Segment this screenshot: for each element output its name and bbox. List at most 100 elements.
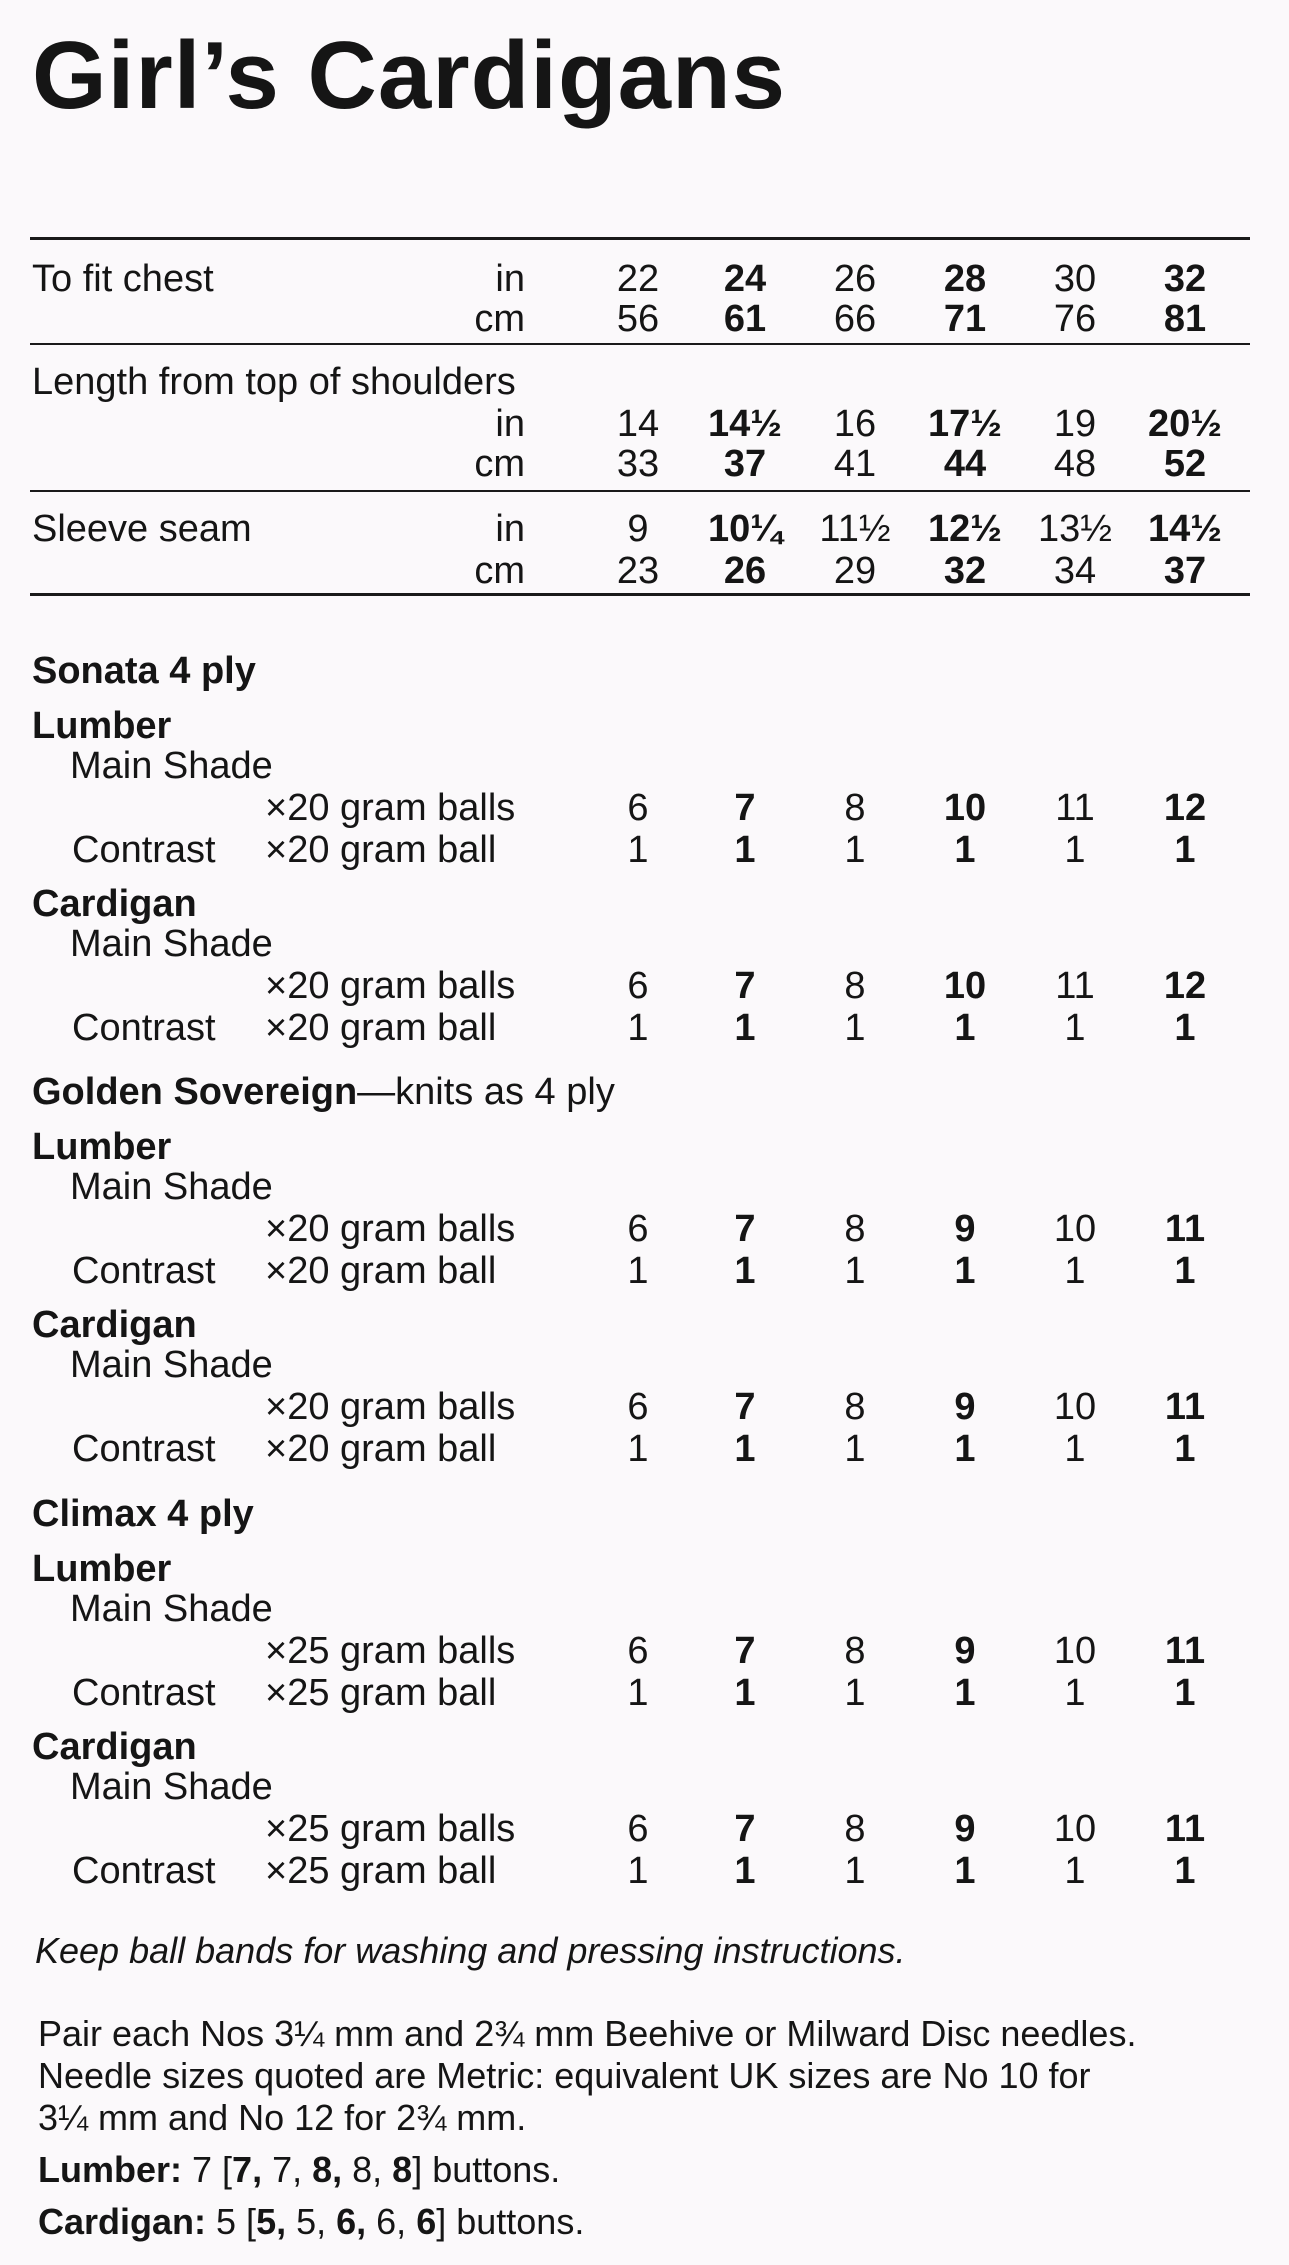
measurement-value: 32 <box>1163 258 1207 300</box>
garment-name: Cardigan <box>32 883 197 925</box>
buttons-garment-label: Lumber <box>38 2149 171 2190</box>
measurement-value: 17½ <box>928 403 1002 445</box>
unit-label: in <box>495 403 525 445</box>
measurement-value: 22 <box>616 258 660 300</box>
buttons-count: ] buttons. <box>412 2149 561 2190</box>
measurement-value: 19 <box>1053 403 1097 445</box>
measurement-value: 61 <box>723 298 767 340</box>
contrast-label: Contrast <box>72 1250 216 1292</box>
buttons-count: : <box>194 2201 217 2242</box>
main-shade-value: 8 <box>844 1630 866 1672</box>
contrast-unit-label: ×20 gram ball <box>265 1428 497 1470</box>
main-shade-value: 6 <box>627 1630 649 1672</box>
main-shade-value: 6 <box>627 1386 649 1428</box>
needle-note: Pair each Nos 3¼ mm and 2¾ mm Beehive or… <box>38 2013 1137 2054</box>
buttons-count: 8, <box>312 2149 343 2190</box>
measurement-value: 14½ <box>708 403 782 445</box>
measurement-value: 13½ <box>1038 508 1112 550</box>
buttons-note: Lumber: 7 [7, 7, 8, 8, 8] buttons. <box>38 2152 560 2188</box>
main-shade-label: Main Shade <box>70 1588 273 1630</box>
buttons-garment-label: Cardigan <box>38 2201 195 2242</box>
yarn-note: —knits as 4 ply <box>357 1071 615 1113</box>
buttons-count: 7, <box>232 2149 263 2190</box>
contrast-value: 1 <box>734 1850 756 1892</box>
main-shade-value: 8 <box>844 965 866 1007</box>
main-shade-value: 7 <box>734 787 756 829</box>
measurement-value: 48 <box>1053 443 1097 485</box>
contrast-value: 1 <box>627 1672 649 1714</box>
measurement-value: 30 <box>1053 258 1097 300</box>
main-shade-value: 6 <box>627 787 649 829</box>
contrast-value: 1 <box>1064 1007 1086 1049</box>
contrast-value: 1 <box>844 1007 866 1049</box>
main-shade-label: Main Shade <box>70 923 273 965</box>
measurement-value: 14½ <box>1148 508 1222 550</box>
measurement-value: 16 <box>833 403 877 445</box>
unit-label: cm <box>474 298 525 340</box>
table-divider <box>30 343 1250 345</box>
contrast-value: 1 <box>1064 1850 1086 1892</box>
table-top-rule <box>30 237 1250 240</box>
contrast-label: Contrast <box>72 1007 216 1049</box>
contrast-value: 1 <box>844 1850 866 1892</box>
main-shade-value: 10 <box>943 787 987 829</box>
measurement-value: 34 <box>1053 550 1097 592</box>
contrast-value: 1 <box>734 1672 756 1714</box>
main-unit-label: ×20 gram balls <box>265 1386 516 1428</box>
contrast-value: 1 <box>1174 1007 1196 1049</box>
measurement-value: 37 <box>1163 550 1207 592</box>
contrast-unit-label: ×25 gram ball <box>265 1672 497 1714</box>
contrast-value: 1 <box>844 1250 866 1292</box>
garment-name: Cardigan <box>32 1304 197 1346</box>
measurement-value: 23 <box>616 550 660 592</box>
measurement-label: Sleeve seam <box>32 508 252 550</box>
garment-name: Lumber <box>32 705 172 747</box>
contrast-value: 1 <box>954 1428 976 1470</box>
measurement-value: 24 <box>723 258 767 300</box>
contrast-unit-label: ×20 gram ball <box>265 829 497 871</box>
main-shade-value: 7 <box>734 1386 756 1428</box>
contrast-value: 1 <box>1174 1428 1196 1470</box>
main-shade-value: 12 <box>1163 787 1207 829</box>
main-shade-value: 6 <box>627 1808 649 1850</box>
contrast-value: 1 <box>627 1428 649 1470</box>
buttons-count: : <box>170 2149 193 2190</box>
contrast-value: 1 <box>627 1250 649 1292</box>
main-shade-value: 9 <box>954 1630 976 1672</box>
unit-label: in <box>495 508 525 550</box>
measurement-value: 12½ <box>928 508 1002 550</box>
table-divider <box>30 593 1250 596</box>
contrast-value: 1 <box>734 1428 756 1470</box>
main-shade-value: 10 <box>1053 1208 1097 1250</box>
main-shade-value: 10 <box>943 965 987 1007</box>
contrast-value: 1 <box>954 1672 976 1714</box>
garment-name: Lumber <box>32 1548 172 1590</box>
contrast-value: 1 <box>844 1672 866 1714</box>
main-shade-value: 8 <box>844 1386 866 1428</box>
contrast-value: 1 <box>627 1007 649 1049</box>
measurement-value: 37 <box>723 443 767 485</box>
measurement-value: 9 <box>627 508 649 550</box>
yarn-name: Climax 4 ply <box>32 1493 254 1535</box>
measurement-value: 20½ <box>1148 403 1222 445</box>
yarn-name: Sonata 4 ply <box>32 650 256 692</box>
buttons-count: 7 [ <box>192 2149 233 2190</box>
contrast-value: 1 <box>844 829 866 871</box>
main-shade-value: 10 <box>1053 1630 1097 1672</box>
contrast-value: 1 <box>734 829 756 871</box>
contrast-value: 1 <box>954 1007 976 1049</box>
main-shade-value: 10 <box>1053 1386 1097 1428</box>
page-title: Girl’s Cardigans <box>32 22 786 129</box>
main-unit-label: ×20 gram balls <box>265 787 516 829</box>
main-shade-value: 10 <box>1053 1808 1097 1850</box>
main-shade-label: Main Shade <box>70 745 273 787</box>
contrast-label: Contrast <box>72 829 216 871</box>
contrast-label: Contrast <box>72 1428 216 1470</box>
contrast-value: 1 <box>627 1850 649 1892</box>
main-unit-label: ×25 gram balls <box>265 1630 516 1672</box>
contrast-value: 1 <box>954 829 976 871</box>
contrast-value: 1 <box>1064 1672 1086 1714</box>
contrast-value: 1 <box>627 829 649 871</box>
contrast-value: 1 <box>1174 1850 1196 1892</box>
buttons-note: Cardigan: 5 [5, 5, 6, 6, 6] buttons. <box>38 2204 584 2240</box>
